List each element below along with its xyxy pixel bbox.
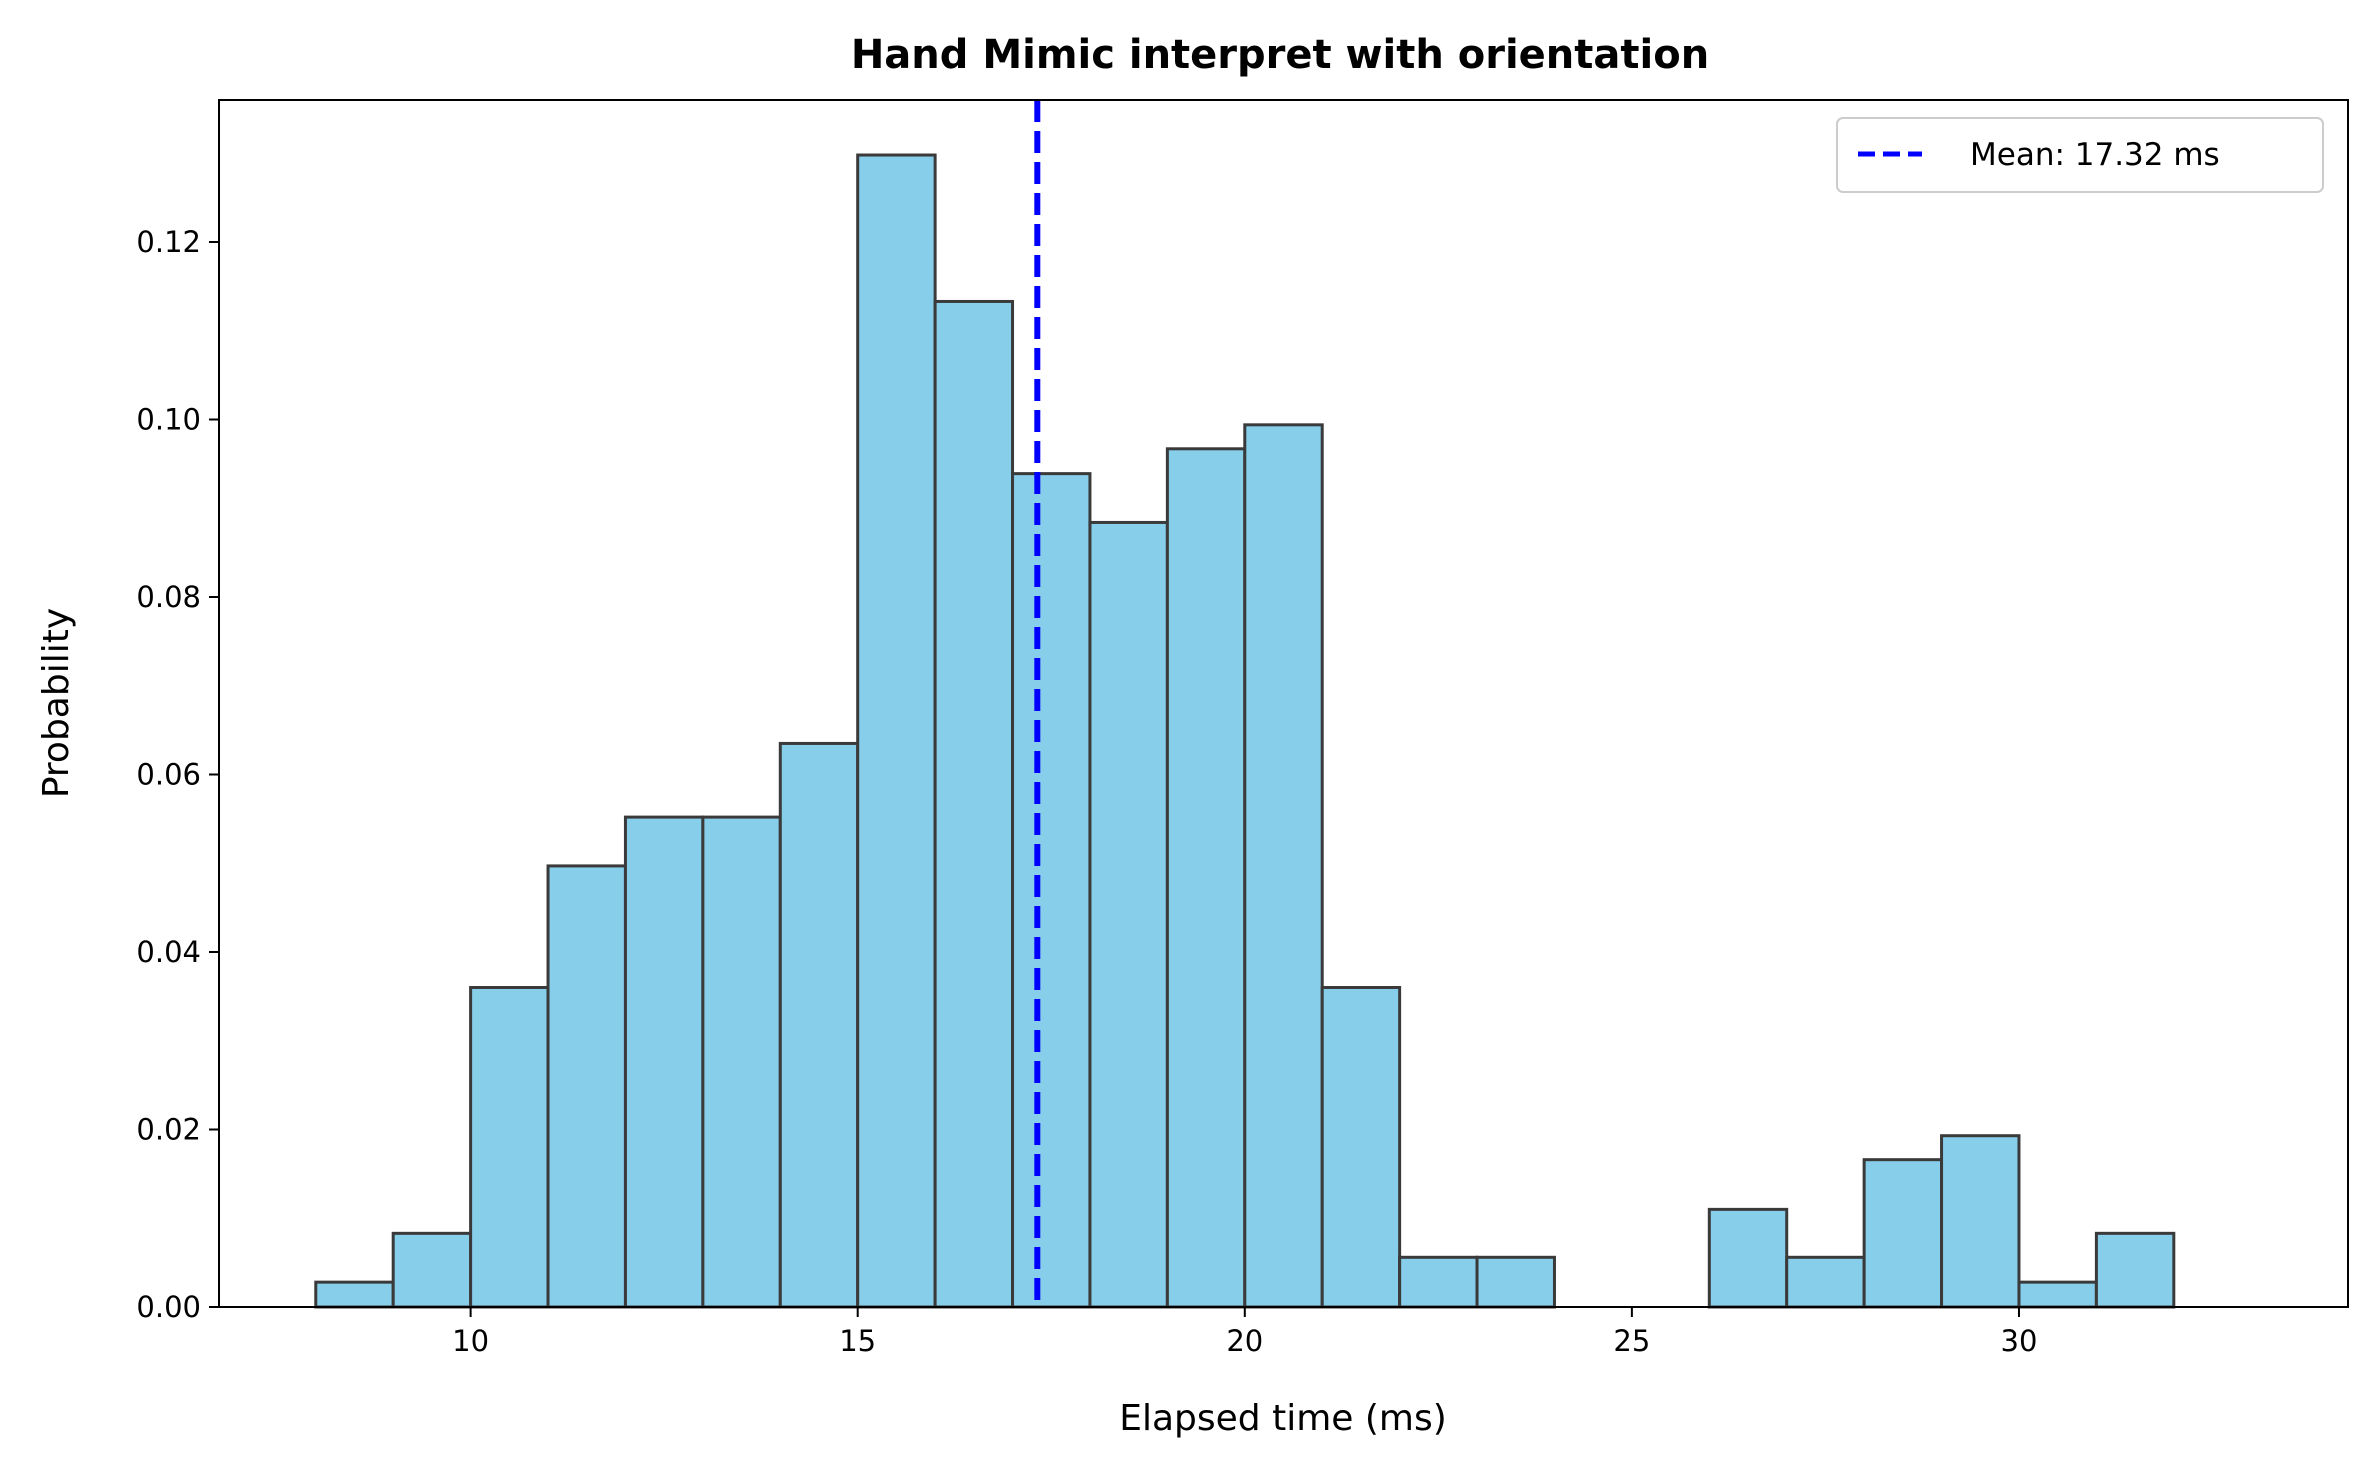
histogram-bar: [2094, 1231, 2176, 1309]
histogram-bar: [391, 1231, 473, 1309]
histogram-bar: [1475, 1255, 1556, 1309]
x-tick-label: 20: [1226, 1324, 1263, 1358]
y-tick-label: 0.02: [136, 1113, 201, 1147]
histogram-bar: [623, 815, 705, 1309]
y-axis-ticks: 0.00 0.02 0.04 0.06 0.08 0.10 0.12: [136, 225, 219, 1324]
y-tick-label: 0.06: [136, 758, 201, 792]
histogram-bar: [546, 864, 627, 1309]
legend-label-mean: Mean: 17.32 ms: [1970, 137, 2220, 173]
y-tick-label: 0.04: [136, 935, 201, 969]
histogram-bar: [1707, 1207, 1789, 1309]
histogram-bar: [1165, 447, 1247, 1309]
histogram-bar: [1011, 472, 1092, 1309]
histogram-bar: [933, 299, 1015, 1309]
histogram-bar: [1320, 986, 1402, 1309]
histogram-bar: [314, 1280, 395, 1309]
y-tick-label: 0.00: [136, 1290, 201, 1324]
histogram-bar: [1398, 1255, 1479, 1309]
histogram-bar: [2017, 1280, 2098, 1309]
x-tick-label: 25: [1613, 1324, 1650, 1358]
y-tick-label: 0.12: [136, 225, 201, 259]
plot-frame: [218, 99, 2349, 1308]
histogram-bar: [1243, 423, 1324, 1309]
x-tick-label: 30: [2001, 1324, 2038, 1358]
histogram-bar: [701, 815, 782, 1309]
y-tick-label: 0.08: [136, 580, 201, 614]
histogram-bar: [1940, 1134, 2021, 1309]
x-tick-label: 15: [839, 1324, 876, 1358]
histogram-bar: [1862, 1158, 1944, 1309]
x-axis-label: Elapsed time (ms): [1119, 1398, 1447, 1439]
legend-box: [1836, 117, 2324, 193]
y-axis-label: Probability: [36, 608, 77, 798]
histogram-bar: [1785, 1255, 1866, 1309]
x-tick-label: 10: [452, 1324, 489, 1358]
histogram-bar: [1088, 520, 1169, 1309]
y-tick-label: 0.10: [136, 403, 201, 437]
histogram-bar: [778, 741, 860, 1309]
chart-title: Hand Mimic interpret with orientation: [851, 32, 1709, 78]
x-axis-ticks: 10 15 20 25 30: [452, 1307, 2037, 1358]
histogram-bar: [469, 986, 550, 1309]
histogram-bar: [856, 153, 937, 1309]
bars-layer: [314, 153, 2176, 1309]
legend: Mean: 17.32 ms: [1836, 117, 2324, 193]
